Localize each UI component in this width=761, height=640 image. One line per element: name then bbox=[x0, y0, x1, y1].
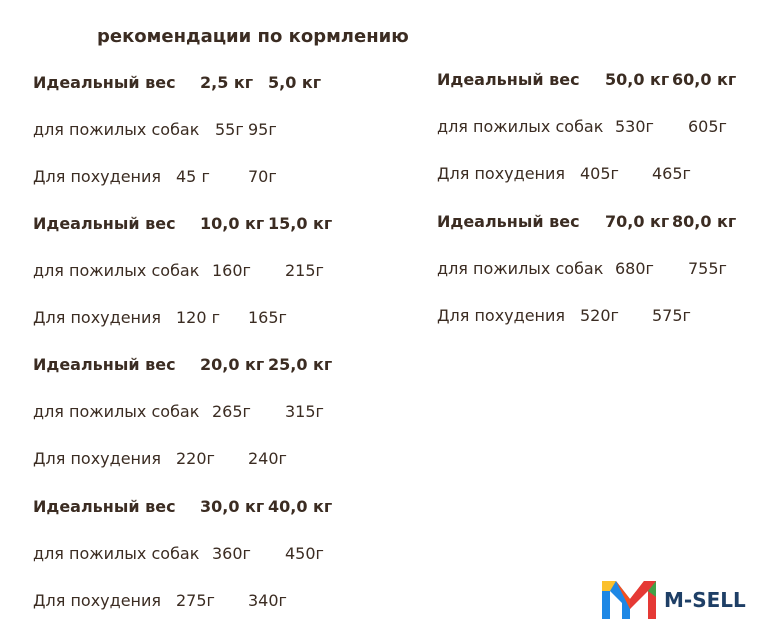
row-value: 95г bbox=[248, 120, 277, 139]
row-value: 50,0 кг bbox=[605, 70, 670, 89]
logo-text: M-SELL bbox=[664, 588, 746, 612]
row-label: для пожилых собак bbox=[33, 261, 200, 280]
row-label: Для похудения bbox=[437, 164, 566, 183]
row-value: 2,5 кг bbox=[200, 73, 254, 92]
row-value: 120 г bbox=[176, 308, 221, 327]
row-value: 340г bbox=[248, 591, 287, 610]
row-value: 55г bbox=[215, 120, 244, 139]
row-label: для пожилых собак bbox=[33, 120, 200, 139]
row-value: 15,0 кг bbox=[268, 214, 333, 233]
row-value: 275г bbox=[176, 591, 215, 610]
row-label: Идеальный вес bbox=[437, 70, 580, 89]
row-value: 160г bbox=[212, 261, 251, 280]
row-value: 265г bbox=[212, 402, 251, 421]
row-label: для пожилых собак bbox=[33, 544, 200, 563]
row-label: Идеальный вес bbox=[33, 214, 176, 233]
row-label: Для похудения bbox=[33, 591, 162, 610]
row-value: 10,0 кг bbox=[200, 214, 265, 233]
row-value: 575г bbox=[652, 306, 691, 325]
row-value: 405г bbox=[580, 164, 619, 183]
row-value: 70г bbox=[248, 167, 277, 186]
row-value: 465г bbox=[652, 164, 691, 183]
row-value: 5,0 кг bbox=[268, 73, 322, 92]
row-label: Для похудения bbox=[33, 449, 162, 468]
row-value: 80,0 кг bbox=[672, 212, 737, 231]
row-label: Идеальный вес bbox=[33, 497, 176, 516]
row-value: 360г bbox=[212, 544, 251, 563]
row-value: 25,0 кг bbox=[268, 355, 333, 374]
row-value: 240г bbox=[248, 449, 287, 468]
row-value: 30,0 кг bbox=[200, 497, 265, 516]
title: рекомендации по кормлению bbox=[97, 26, 409, 47]
row-label: Идеальный вес bbox=[33, 355, 176, 374]
row-value: 605г bbox=[688, 117, 727, 136]
logo-icon bbox=[602, 581, 656, 619]
row-label: Идеальный вес bbox=[33, 73, 176, 92]
row-value: 20,0 кг bbox=[200, 355, 265, 374]
row-value: 315г bbox=[285, 402, 324, 421]
row-value: 755г bbox=[688, 259, 727, 278]
row-value: 40,0 кг bbox=[268, 497, 333, 516]
row-label: Для похудения bbox=[33, 308, 162, 327]
row-value: 220г bbox=[176, 449, 215, 468]
row-value: 215г bbox=[285, 261, 324, 280]
row-label: Для похудения bbox=[33, 167, 162, 186]
row-label: для пожилых собак bbox=[437, 259, 604, 278]
row-value: 70,0 кг bbox=[605, 212, 670, 231]
row-value: 520г bbox=[580, 306, 619, 325]
row-label: для пожилых собак bbox=[437, 117, 604, 136]
row-label: Для похудения bbox=[437, 306, 566, 325]
row-value: 60,0 кг bbox=[672, 70, 737, 89]
row-value: 450г bbox=[285, 544, 324, 563]
row-value: 530г bbox=[615, 117, 654, 136]
row-value: 680г bbox=[615, 259, 654, 278]
row-value: 45 г bbox=[176, 167, 210, 186]
row-label: для пожилых собак bbox=[33, 402, 200, 421]
row-label: Идеальный вес bbox=[437, 212, 580, 231]
row-value: 165г bbox=[248, 308, 287, 327]
